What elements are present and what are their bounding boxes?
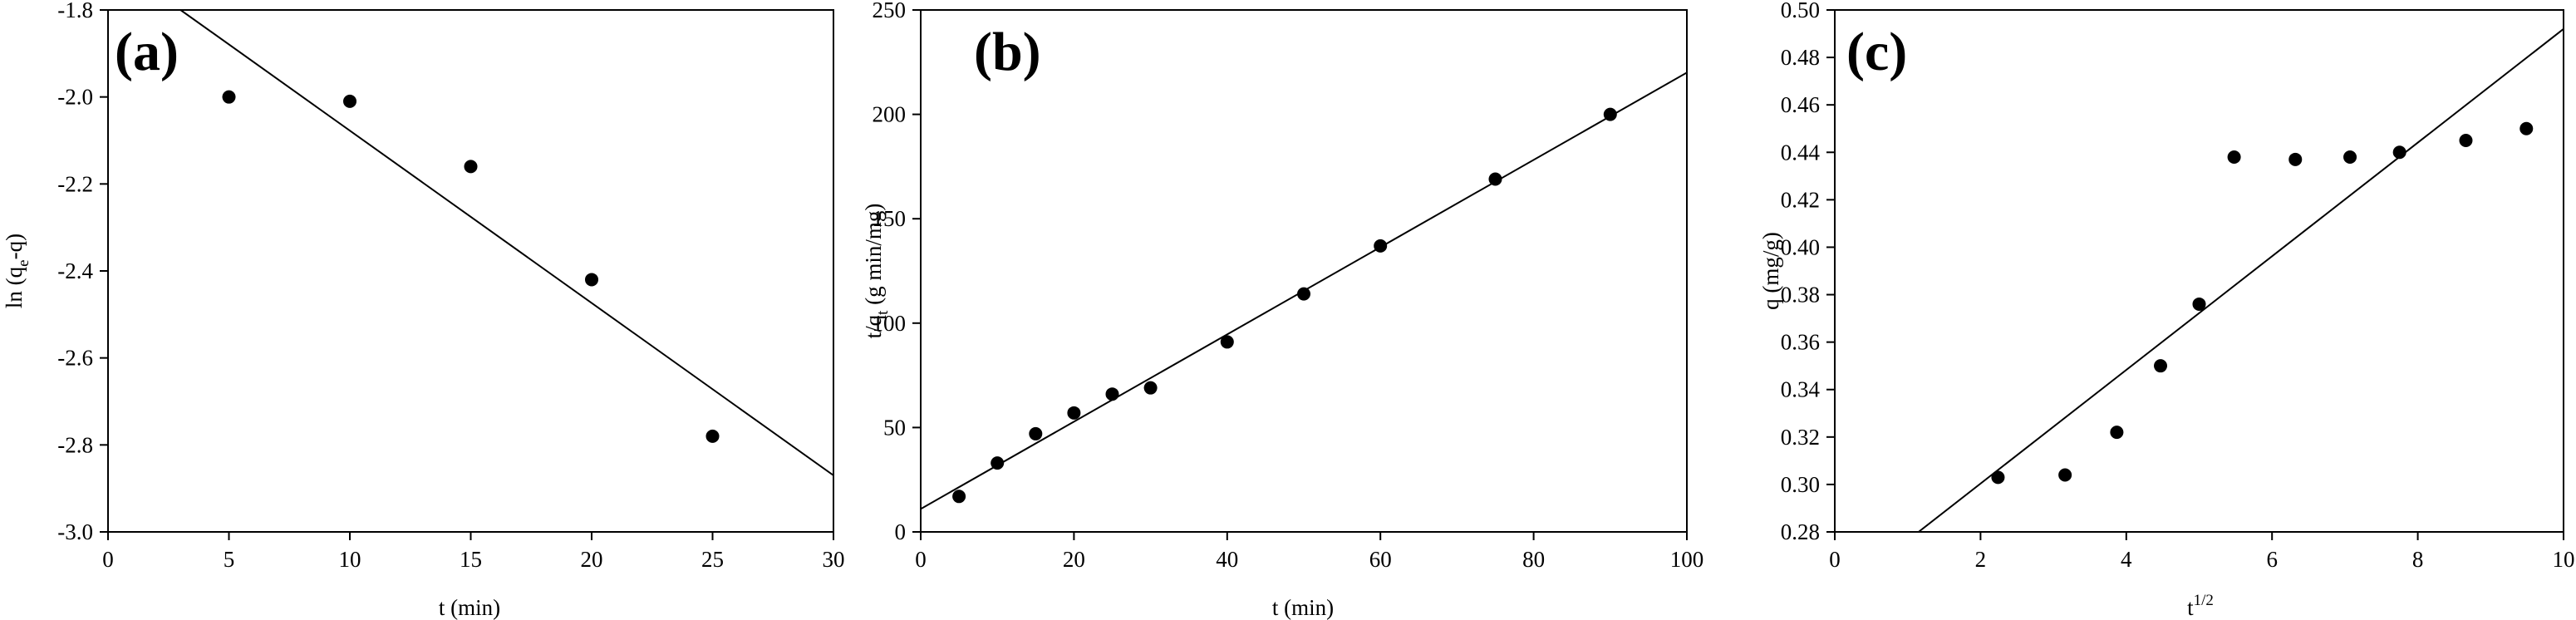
y-tick-label: -2.2 [57, 171, 93, 196]
y-tick-label: 0.40 [1781, 234, 1820, 259]
y-tick-label: 0.38 [1781, 283, 1820, 308]
data-point [585, 273, 598, 287]
y-tick-label: 250 [873, 0, 907, 22]
data-point [2110, 426, 2124, 440]
data-point [1991, 470, 2005, 485]
x-tick-label: 8 [2412, 547, 2424, 572]
y-axis-label: ln (qe-q) [2, 234, 32, 308]
x-tick-label: 0 [915, 547, 927, 572]
data-point [2058, 468, 2072, 482]
plot-frame [1834, 9, 2564, 533]
x-tick-label: 100 [1670, 547, 1704, 572]
x-tick-label: 40 [1216, 547, 1238, 572]
x-tick-label: 30 [823, 547, 845, 572]
y-tick-label: 0.30 [1781, 472, 1820, 497]
data-point [2343, 150, 2357, 164]
data-point [464, 160, 478, 174]
y-tick-label: 0.34 [1781, 377, 1821, 402]
x-tick-label: 0 [102, 547, 114, 572]
data-point [2459, 134, 2473, 147]
data-point [1105, 387, 1119, 401]
y-tick-label: 50 [883, 415, 906, 440]
data-point [1603, 107, 1617, 121]
plot-frame [107, 9, 834, 533]
y-tick-label: 0.48 [1781, 45, 1820, 70]
x-tick-label: 2 [1975, 547, 1987, 572]
data-point [1220, 335, 1234, 349]
data-point [1143, 381, 1158, 395]
x-tick-label: 10 [2553, 547, 2575, 572]
panel-c-intraparticle-diffusion: 0 2 4 6 8 10 0.28 0.30 0.32 0.34 0.36 0.38 0.40 0.42 0… [1758, 0, 2575, 620]
data-point [1067, 406, 1081, 420]
data-point [1488, 172, 1502, 186]
y-axis-label: t/qt (g min/mg) [861, 204, 892, 339]
panel-label: (c) [1846, 22, 1907, 82]
x-tick-label: 60 [1369, 547, 1392, 572]
y-tick-label: 0 [895, 519, 907, 544]
data-point [2227, 150, 2241, 164]
x-tick-label: 6 [2266, 547, 2278, 572]
x-tick-label: 25 [701, 547, 724, 572]
y-tick-label: -2.8 [57, 432, 93, 457]
data-point [991, 456, 1005, 470]
y-tick-label: -2.0 [57, 85, 93, 110]
x-tick-label: 10 [339, 547, 361, 572]
panel-a-pseudo-first-order: 0 5 10 15 20 25 30 -3.0 -2.8 -2.6 -2.4 -2.2 -2.0 -1.8… [2, 0, 845, 620]
y-tick-label: 0.50 [1781, 0, 1820, 22]
y-tick-label: 0.44 [1781, 140, 1821, 165]
fit-line [179, 10, 833, 476]
data-point [2192, 297, 2206, 311]
y-tick-label: 0.46 [1781, 92, 1820, 117]
y-axis-label: q (mg/g) [1758, 232, 1783, 310]
data-point [2392, 145, 2406, 160]
data-point [2154, 359, 2168, 373]
x-axis-label: t1/2 [2187, 592, 2214, 620]
x-axis-label: t (min) [439, 595, 500, 620]
y-tick-label: -2.6 [57, 346, 93, 371]
data-point [1029, 426, 1043, 440]
x-axis-label: t (min) [1272, 595, 1334, 620]
data-point [222, 90, 236, 104]
data-point [1374, 239, 1388, 253]
y-tick-label: 0.32 [1781, 425, 1820, 450]
data-point [2519, 121, 2534, 135]
y-tick-label: -2.4 [57, 258, 93, 283]
data-point [952, 490, 966, 504]
panel-label: (a) [115, 22, 179, 82]
x-tick-label: 0 [1829, 547, 1841, 572]
y-tick-label: 0.28 [1781, 519, 1820, 544]
panel-b-pseudo-second-order: 0 20 40 60 80 100 0 50 100 150 200 250 (b) t (min) t/q… [861, 0, 1703, 620]
y-tick-label: -3.0 [57, 519, 93, 544]
data-point [1297, 287, 1310, 301]
x-tick-label: 80 [1522, 547, 1545, 572]
y-tick-label: 0.36 [1781, 330, 1820, 355]
data-point [343, 94, 356, 108]
y-tick-label: -1.8 [57, 0, 93, 22]
x-tick-label: 15 [460, 547, 482, 572]
x-tick-label: 4 [2121, 547, 2132, 572]
y-tick-label: 100 [873, 311, 907, 336]
y-tick-label: 150 [873, 206, 907, 231]
data-point [705, 429, 720, 443]
x-tick-label: 5 [224, 547, 235, 572]
data-point [2288, 152, 2303, 166]
x-tick-label: 20 [581, 547, 603, 572]
y-tick-label: 200 [873, 102, 907, 127]
y-tick-label: 0.42 [1781, 187, 1820, 212]
fit-line [1918, 28, 2564, 532]
plot-frame [920, 9, 1688, 533]
x-tick-label: 20 [1063, 547, 1085, 572]
panel-label: (b) [974, 22, 1041, 82]
